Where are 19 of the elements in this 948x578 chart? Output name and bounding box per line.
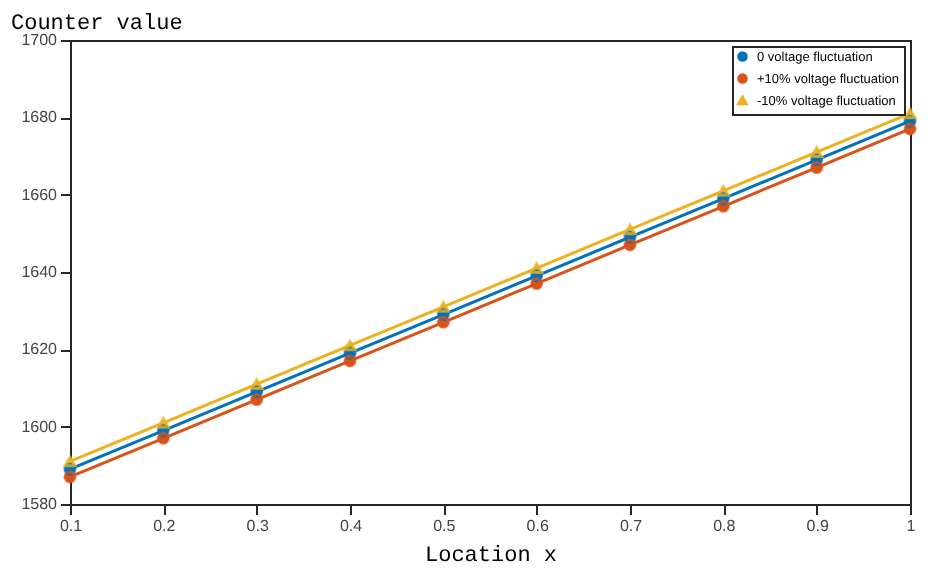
y-tick-label: 1640 — [21, 263, 59, 281]
y-tick-label: 1680 — [21, 108, 59, 127]
y-tick-label: 1620 — [21, 340, 59, 359]
x-axis-title: Location x — [424, 545, 558, 569]
x-tick-label: 0.3 — [246, 517, 270, 535]
y-tick-label: 1600 — [21, 417, 59, 436]
x-tick-label: 0.8 — [713, 517, 737, 535]
x-tick-label: 0.9 — [806, 517, 830, 535]
y-tick-label: 1660 — [21, 185, 59, 204]
x-tick-label: 0.2 — [153, 517, 177, 535]
y-axis-title: Counter value — [11, 13, 183, 37]
x-tick-label: 0.7 — [619, 517, 644, 535]
x-tick-label: 1 — [906, 517, 917, 535]
x-tick-label: 0.5 — [433, 517, 457, 535]
x-tick-label: 0.4 — [339, 517, 364, 535]
x-tick-label: 0.1 — [59, 517, 84, 535]
y-tick-label: 1700 — [21, 31, 59, 49]
x-tick-label: 0.6 — [526, 517, 550, 535]
y-tick-label: 1580 — [21, 495, 59, 513]
